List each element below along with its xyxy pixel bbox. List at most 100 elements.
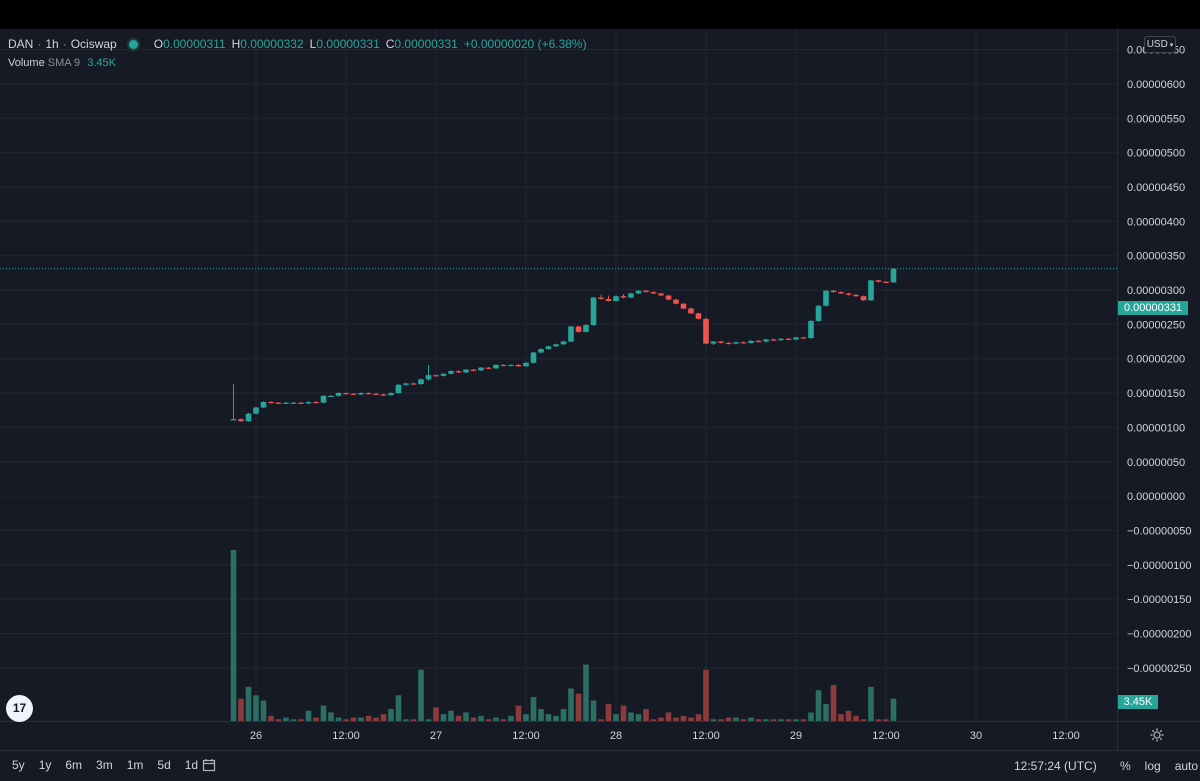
price-chart[interactable]: 0.000007000.000006500.000006000.00000550… [0, 29, 1200, 750]
price-tick-label: 0.00000150 [1127, 388, 1185, 400]
candle [530, 352, 537, 363]
volume-bar [320, 705, 327, 721]
volume-bar [875, 719, 882, 721]
volume-bar [808, 712, 814, 721]
candle [485, 367, 492, 369]
candle [493, 364, 499, 369]
volume-bar [800, 719, 807, 721]
candle [290, 402, 297, 404]
candle [868, 280, 874, 301]
candle [283, 402, 289, 404]
percent-scale-button[interactable]: % [1120, 759, 1131, 773]
candle [380, 394, 387, 396]
price-tick-label: 0.00000200 [1127, 354, 1185, 366]
candle [650, 292, 657, 294]
candle [785, 338, 792, 340]
price-tick-label: −0.00000100 [1127, 560, 1192, 572]
tradingview-logo-icon[interactable]: 17 [6, 695, 33, 722]
price-tick-label: 0.00000500 [1127, 148, 1185, 160]
volume-bar [260, 700, 267, 721]
price-tick-label: 0.00000600 [1127, 79, 1185, 91]
volume-label: Volume [8, 57, 45, 69]
candle [748, 340, 754, 343]
volume-bar [718, 719, 724, 721]
price-tick-label: 0.00000550 [1127, 113, 1185, 125]
candle [635, 290, 642, 294]
range-5d-button[interactable]: 5d [157, 758, 171, 772]
scale-options: % log auto [1120, 759, 1200, 773]
candle [500, 364, 507, 367]
volume-bar [733, 717, 739, 721]
volume-bar [763, 719, 769, 721]
volume-tag: 3.45K [1118, 695, 1158, 709]
range-3m-button[interactable]: 3m [96, 758, 113, 772]
candle [665, 295, 672, 300]
range-6m-button[interactable]: 6m [65, 758, 83, 772]
candle [268, 401, 274, 404]
candle [815, 305, 822, 321]
candle [590, 297, 597, 326]
candle [388, 393, 394, 396]
candle [628, 293, 634, 298]
volume-bar [530, 697, 537, 721]
legend-separator: · [37, 37, 42, 51]
time-tick-label: 12:00 [872, 730, 900, 742]
volume-bar [650, 719, 657, 721]
utc-clock[interactable]: 12:57:24 (UTC) [1014, 759, 1097, 773]
time-tick-label: 28 [610, 730, 622, 742]
candle [545, 346, 552, 350]
market-status-icon[interactable] [128, 39, 138, 49]
candle [853, 294, 859, 297]
goto-date-icon[interactable] [202, 758, 216, 772]
range-1m-button[interactable]: 1m [126, 758, 144, 772]
price-tick-label: 0.00000300 [1127, 285, 1185, 297]
range-1d-button[interactable]: 1d [184, 758, 199, 772]
volume-bar [890, 698, 897, 721]
candle [658, 293, 664, 296]
currency-selector[interactable]: USD ▾ [1144, 36, 1176, 53]
candle [808, 320, 814, 339]
volume-bar [350, 717, 357, 721]
range-5y-button[interactable]: 5y [12, 758, 25, 772]
candle [838, 292, 844, 294]
time-tick-label: 27 [430, 730, 442, 742]
price-tick-label: 0.00000350 [1127, 251, 1185, 263]
volume-bar [703, 669, 709, 721]
auto-scale-button[interactable]: auto [1174, 759, 1199, 773]
candle [515, 364, 522, 367]
volume-bar [275, 719, 282, 721]
price-axis: 0.000007000.000006500.000006000.00000550… [0, 29, 1200, 750]
price-tick-label: −0.00000150 [1127, 594, 1192, 606]
candle [770, 339, 777, 341]
volume-legend[interactable]: Volume SMA 9 3.45K [8, 57, 116, 69]
price-tick-label: 0.00000400 [1127, 216, 1185, 228]
candle [320, 395, 327, 403]
price-tick-label: 0.00000250 [1127, 319, 1185, 331]
last-price-tag: 0.00000331 [1118, 301, 1188, 315]
range-1y-button[interactable]: 1y [38, 758, 52, 772]
candle [275, 402, 282, 404]
volume-bar [695, 714, 702, 721]
high-value: 0.00000332 [240, 37, 304, 51]
candle [643, 290, 649, 293]
volume-bar [523, 714, 529, 721]
volume-bar [883, 719, 889, 721]
candle [778, 338, 784, 341]
candle [755, 340, 762, 343]
candle [740, 342, 747, 344]
symbol-legend[interactable]: DAN · 1h · Ociswap O 0.00000311 H 0.000003… [8, 37, 587, 51]
gear-icon[interactable] [1150, 728, 1164, 742]
volume-bar [778, 719, 784, 721]
price-tick-label: 0.00000450 [1127, 182, 1185, 194]
volume-bar [403, 719, 409, 721]
volume-bar [688, 717, 694, 721]
open-key: O [153, 37, 164, 51]
volume-bar [388, 709, 394, 721]
volume-bar [335, 717, 342, 721]
log-scale-button[interactable]: log [1144, 759, 1161, 773]
volume-bars [230, 550, 897, 721]
volume-bar [440, 714, 447, 721]
volume-bar [628, 712, 634, 721]
volume-bar [305, 710, 312, 721]
candle [553, 344, 559, 347]
